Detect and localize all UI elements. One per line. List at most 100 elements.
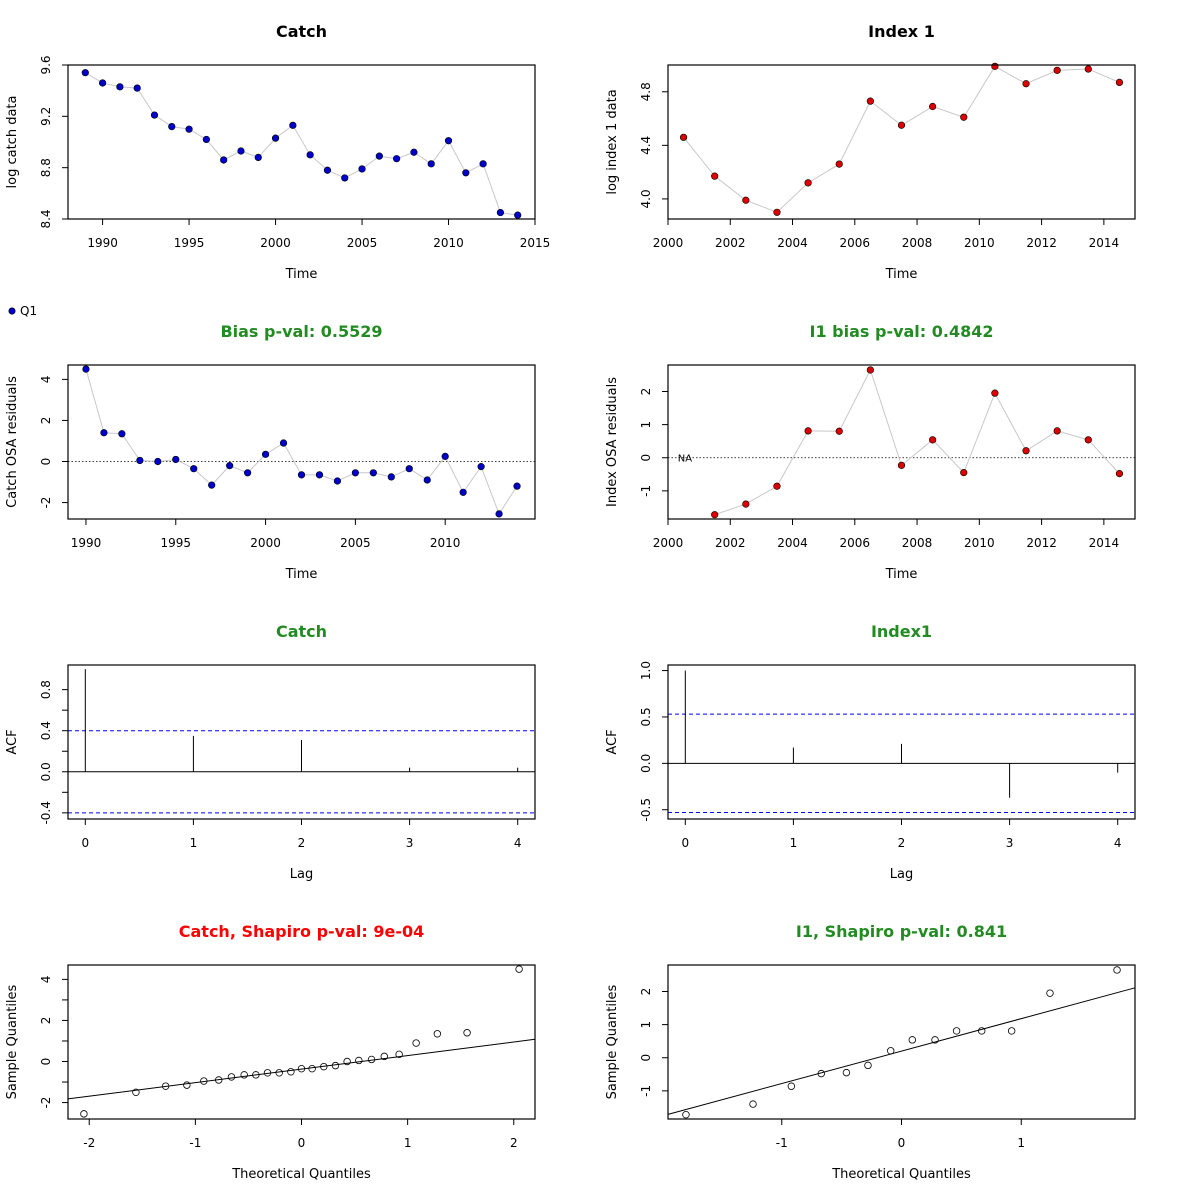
qq-point bbox=[908, 1036, 916, 1044]
x-tick-label: 2010 bbox=[433, 236, 464, 250]
x-tick-label: 2005 bbox=[347, 236, 378, 250]
plot-frame bbox=[67, 364, 536, 520]
y-axis-label: Index OSA residuals bbox=[605, 377, 620, 507]
x-tick-label: 0 bbox=[298, 1136, 306, 1150]
data-point bbox=[960, 469, 968, 477]
y-tick-label: 0.4 bbox=[39, 721, 53, 740]
panel-title: Index 1 bbox=[868, 22, 935, 41]
y-tick-label: 9.2 bbox=[39, 107, 53, 126]
x-tick-label: 2 bbox=[898, 836, 906, 850]
data-point bbox=[297, 471, 306, 479]
series-line bbox=[85, 368, 518, 515]
y-tick-label: 8.8 bbox=[39, 158, 53, 177]
y-tick-label: 1 bbox=[639, 421, 653, 429]
plot-frame bbox=[67, 964, 536, 1120]
x-tick-label: 3 bbox=[406, 836, 414, 850]
y-tick-label: 0.5 bbox=[639, 707, 653, 726]
qq-point bbox=[320, 1062, 328, 1071]
data-point bbox=[100, 429, 108, 437]
data-point bbox=[202, 135, 210, 144]
y-tick-label: 0 bbox=[639, 1054, 653, 1062]
qq-point bbox=[80, 1110, 88, 1118]
data-point bbox=[711, 172, 719, 180]
x-tick-label: 2000 bbox=[260, 236, 291, 250]
data-point bbox=[190, 465, 198, 473]
y-axis-label: ACF bbox=[605, 729, 620, 754]
series-line bbox=[683, 65, 1120, 213]
qq-point bbox=[161, 1082, 170, 1090]
index_acf-panel: Index1 0 1 2 3 4 -0.5 0.0 0.5 1.0 Lag ACF bbox=[605, 622, 1136, 882]
data-point bbox=[237, 147, 245, 155]
x-axis-label: Theoretical Quantiles bbox=[231, 1167, 371, 1182]
qq-point bbox=[1007, 1027, 1016, 1035]
x-axis-label: Time bbox=[285, 267, 318, 282]
y-tick-label: -1 bbox=[639, 485, 653, 497]
y-axis-label: Sample Quantiles bbox=[605, 984, 620, 1099]
qq-point bbox=[183, 1081, 191, 1089]
na-annotation: NA bbox=[678, 454, 692, 465]
x-tick-label: 0 bbox=[898, 1136, 906, 1150]
data-point bbox=[929, 436, 937, 444]
data-point bbox=[271, 134, 280, 142]
data-point bbox=[358, 165, 366, 173]
data-point bbox=[405, 465, 413, 473]
data-point bbox=[208, 481, 216, 489]
data-point bbox=[254, 153, 262, 161]
qq-point bbox=[842, 1068, 851, 1077]
qq-point bbox=[887, 1047, 895, 1055]
y-tick-label: 2 bbox=[39, 1017, 53, 1025]
x-tick-label: 2002 bbox=[715, 236, 746, 250]
data-point bbox=[1084, 65, 1092, 73]
x-tick-label: 2010 bbox=[964, 236, 995, 250]
data-point bbox=[960, 113, 968, 121]
catch_data-panel: Catch 1990 1995 2000 2005 2010 2015 8.4 8.8 9.2 9.… bbox=[5, 22, 550, 282]
y-tick-label: 8.4 bbox=[39, 209, 53, 228]
y-tick-label: 2 bbox=[639, 388, 653, 396]
x-tick-label: 2000 bbox=[653, 536, 684, 550]
plot-frame bbox=[667, 664, 1136, 820]
y-tick-label: 0 bbox=[639, 454, 653, 462]
data-point bbox=[369, 469, 377, 477]
x-tick-label: 1990 bbox=[87, 236, 118, 250]
qq-point bbox=[931, 1036, 939, 1044]
data-point bbox=[835, 160, 843, 168]
data-point bbox=[1115, 78, 1124, 87]
panel-title: Catch bbox=[276, 622, 327, 641]
y-tick-label: 0.8 bbox=[39, 680, 53, 699]
data-point bbox=[81, 69, 89, 77]
x-tick-label: 1995 bbox=[160, 536, 191, 550]
panel-title: Catch bbox=[276, 22, 327, 41]
data-point bbox=[423, 476, 431, 484]
data-point bbox=[1115, 470, 1124, 478]
data-point bbox=[804, 179, 812, 187]
qq-point bbox=[297, 1064, 306, 1073]
qq-point bbox=[215, 1076, 223, 1084]
qq-point bbox=[263, 1069, 272, 1077]
x-tick-label: 1 bbox=[404, 1136, 412, 1150]
data-point bbox=[315, 471, 324, 479]
qq-point bbox=[1046, 989, 1054, 997]
data-point bbox=[410, 148, 418, 156]
x-tick-label: 2012 bbox=[1026, 236, 1057, 250]
qq-point bbox=[817, 1069, 825, 1078]
data-point bbox=[306, 151, 314, 159]
y-tick-label: 4.8 bbox=[639, 82, 653, 101]
x-tick-label: 3 bbox=[1006, 836, 1014, 850]
y-tick-label: 4 bbox=[39, 976, 53, 984]
data-point bbox=[991, 389, 999, 397]
index_qq-panel: I1, Shapiro p-val: 0.841 -1 0 1 -1 0 1 2 Theoret… bbox=[605, 922, 1136, 1182]
y-tick-label: 4 bbox=[39, 376, 53, 384]
qq-point bbox=[132, 1088, 140, 1097]
y-tick-label: -0.4 bbox=[39, 801, 53, 824]
data-point bbox=[323, 166, 332, 174]
plot-frame bbox=[667, 364, 1136, 520]
qq-point bbox=[412, 1039, 420, 1047]
x-tick-label: -1 bbox=[189, 1136, 201, 1150]
x-tick-label: 2008 bbox=[902, 236, 933, 250]
data-point bbox=[279, 439, 288, 447]
data-point bbox=[897, 461, 906, 469]
x-tick-label: 1 bbox=[1017, 1136, 1025, 1150]
data-point bbox=[513, 482, 521, 490]
legend: Q1 bbox=[8, 304, 37, 318]
